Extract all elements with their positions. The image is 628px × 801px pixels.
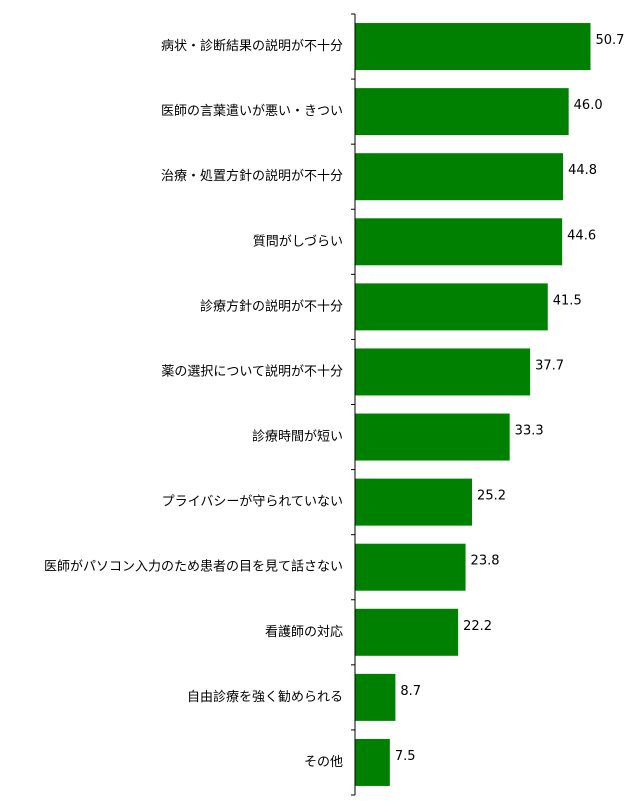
category-label: 自由診療を強く勧められる <box>187 689 343 705</box>
category-label: 看護師の対応 <box>265 624 343 640</box>
category-label: 医師がパソコン入力のため患者の目を見て話さない <box>44 559 343 575</box>
y-axis <box>351 13 356 796</box>
value-label: 41.5 <box>553 293 582 308</box>
category-label: 診療方針の説明が不十分 <box>200 298 343 314</box>
value-labels-layer: 50.7 46.0 44.8 44.6 41.5 37.7 33.3 25.2 23.8 22.2… <box>395 33 625 764</box>
category-labels-layer: 病状・診断結果の説明が不十分医師の言葉遣いが悪い・きつい治療・処置方針の説明が不… <box>44 38 343 770</box>
bar <box>355 348 531 396</box>
category-label: 病状・診断結果の説明が不十分 <box>161 38 343 54</box>
value-label: 22.2 <box>463 619 492 634</box>
value-label: 44.8 <box>568 163 597 178</box>
bar <box>355 218 563 266</box>
category-label: 薬の選択について説明が不十分 <box>161 363 343 379</box>
value-label: 46.0 <box>574 98 603 113</box>
bar <box>355 738 390 786</box>
category-label: プライバシーが守られていない <box>162 495 343 510</box>
category-label: 医師の言葉遣いが悪い・きつい <box>161 104 343 119</box>
bar <box>355 478 473 526</box>
bar <box>355 283 548 331</box>
bar <box>355 153 564 201</box>
category-label: 治療・処置方針の説明が不十分 <box>161 168 343 184</box>
value-label: 7.5 <box>395 749 416 764</box>
value-label: 8.7 <box>400 684 421 699</box>
value-label: 33.3 <box>515 424 544 439</box>
bars-layer <box>355 23 591 786</box>
value-label: 50.7 <box>596 33 625 48</box>
bar <box>355 608 459 656</box>
bar <box>355 673 396 721</box>
bar <box>355 543 466 591</box>
value-label: 25.2 <box>477 489 506 504</box>
value-label: 37.7 <box>535 358 564 373</box>
category-label: 質問がしづらい <box>253 234 343 249</box>
bar <box>355 23 591 71</box>
bar <box>355 88 569 136</box>
bar <box>355 413 510 461</box>
category-label: その他 <box>304 755 343 770</box>
category-label: 診療時間が短い <box>252 429 343 445</box>
value-label: 23.8 <box>471 554 500 569</box>
value-label: 44.6 <box>567 228 596 243</box>
